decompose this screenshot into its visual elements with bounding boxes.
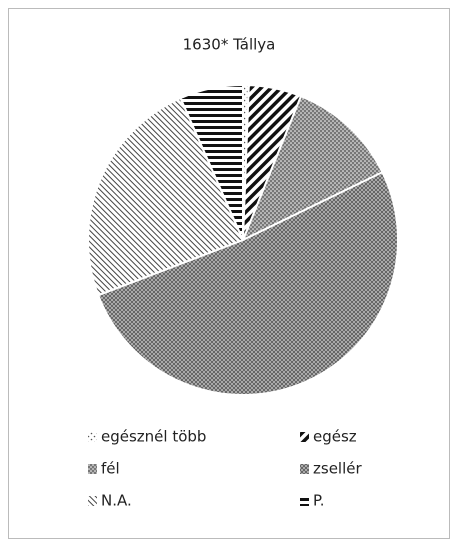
legend-label: P. <box>313 492 324 510</box>
legend-label: egésznél több <box>101 428 206 446</box>
chart-title: 1630* Tállya <box>183 36 276 54</box>
legend-label: zsellér <box>313 460 362 478</box>
legend-swatch <box>300 496 309 506</box>
pie-slice <box>87 96 245 297</box>
legend-label: fél <box>101 460 120 478</box>
legend-swatch <box>88 496 97 506</box>
pie-slice <box>241 94 384 243</box>
legend-label: egész <box>313 428 357 446</box>
legend-swatch <box>300 464 309 474</box>
legend-swatch <box>300 432 309 442</box>
legend-label: N.A. <box>101 492 132 510</box>
pie-slice <box>179 83 244 241</box>
legend-swatch <box>88 464 97 474</box>
legend-swatch <box>88 432 97 442</box>
pie-slice <box>96 170 399 396</box>
